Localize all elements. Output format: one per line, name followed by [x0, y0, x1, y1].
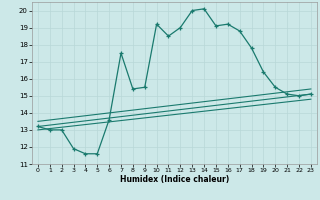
X-axis label: Humidex (Indice chaleur): Humidex (Indice chaleur) [120, 175, 229, 184]
